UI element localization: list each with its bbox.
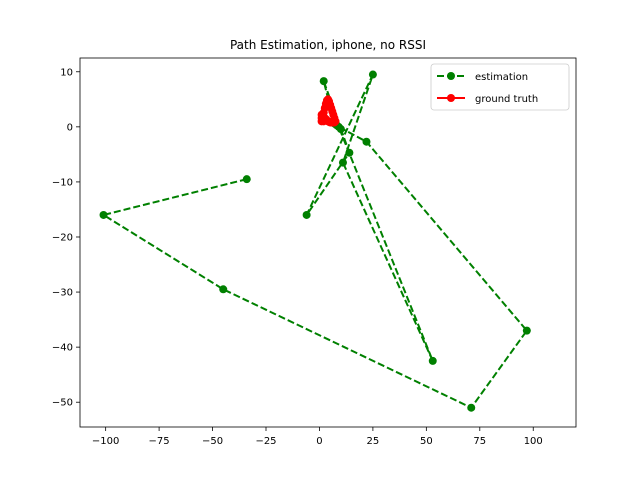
estimation-point <box>368 70 377 79</box>
ground-truth-point <box>319 117 328 126</box>
y-tick-label: 0 <box>67 122 73 133</box>
estimation-point <box>242 175 251 184</box>
legend-estimation-marker <box>447 72 455 80</box>
x-tick-label: 25 <box>367 436 380 447</box>
series-markers <box>99 70 531 412</box>
x-tick-label: −50 <box>202 436 223 447</box>
x-tick-label: −25 <box>255 436 276 447</box>
y-tick-label: −40 <box>52 343 73 354</box>
estimation-point <box>302 210 311 219</box>
estimation-point <box>345 148 354 157</box>
legend-estimation-label: estimation <box>475 72 528 83</box>
estimation-point <box>319 77 328 86</box>
x-tick-label: 75 <box>473 436 486 447</box>
y-tick-label: −30 <box>52 288 73 299</box>
x-tick-label: 0 <box>316 436 322 447</box>
plot-area <box>79 57 577 428</box>
estimation-point <box>522 326 531 335</box>
y-tick-label: −10 <box>52 177 73 188</box>
legend-ground-truth-label: ground truth <box>475 94 538 105</box>
legend-box <box>430 63 570 111</box>
y-tick-label: −50 <box>52 398 73 409</box>
x-tick-label: −100 <box>92 436 119 447</box>
estimation-point <box>362 137 371 146</box>
x-tick-label: 50 <box>420 436 433 447</box>
legend-ground-truth-marker <box>447 94 455 102</box>
legend: estimation ground truth <box>430 63 570 111</box>
x-axis: −100 −75 −50 −25 0 25 50 75 100 <box>92 427 543 447</box>
estimation-point <box>219 285 228 294</box>
y-tick-label: −20 <box>52 232 73 243</box>
estimation-point <box>467 403 476 412</box>
y-tick-label: 10 <box>60 67 73 78</box>
estimation-line <box>102 73 528 409</box>
y-axis: 10 0 −10 −20 −30 −40 −50 <box>52 67 80 409</box>
chart-title: Path Estimation, iphone, no RSSI <box>230 38 426 52</box>
estimation-point <box>338 158 347 167</box>
estimation-point <box>428 356 437 365</box>
estimation-point <box>99 210 108 219</box>
x-tick-label: −75 <box>149 436 170 447</box>
x-tick-label: 100 <box>524 436 543 447</box>
